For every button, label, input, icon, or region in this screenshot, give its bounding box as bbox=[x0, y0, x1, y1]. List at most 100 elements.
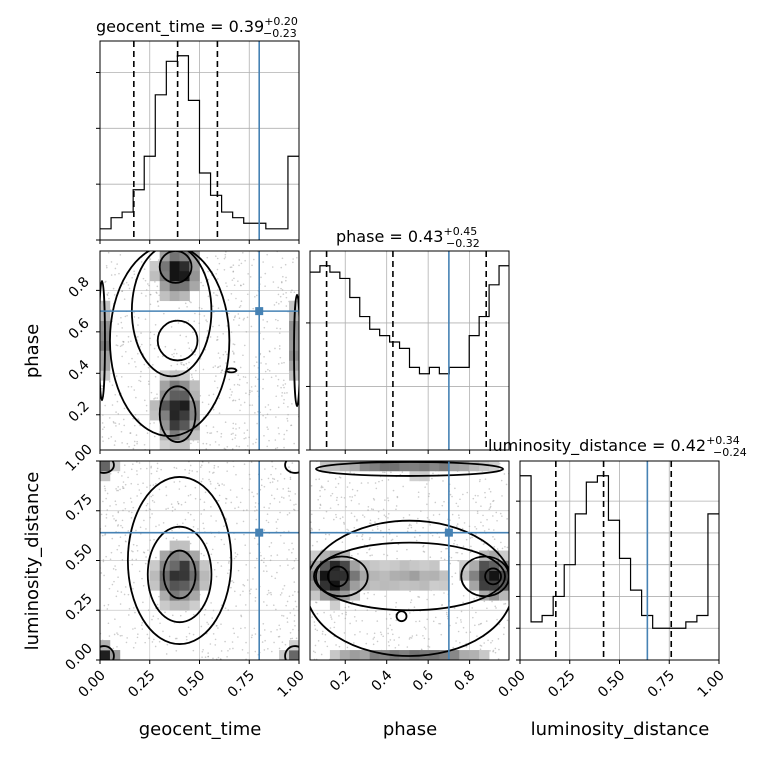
sample-point bbox=[267, 589, 270, 592]
sample-point bbox=[242, 520, 245, 523]
sample-point bbox=[272, 604, 275, 606]
sample-point bbox=[146, 467, 148, 470]
density-cell bbox=[409, 461, 420, 472]
sample-point bbox=[491, 639, 494, 642]
sample-point bbox=[374, 521, 376, 523]
sample-point bbox=[254, 650, 257, 653]
sample-point bbox=[203, 501, 206, 503]
truth-marker bbox=[444, 528, 453, 537]
density-cell bbox=[359, 560, 370, 571]
sample-point bbox=[252, 578, 254, 580]
sample-point bbox=[200, 307, 203, 310]
sample-point bbox=[350, 554, 353, 557]
sample-point bbox=[439, 622, 442, 625]
sample-point bbox=[284, 643, 287, 646]
sample-point bbox=[319, 495, 322, 498]
density-cell bbox=[169, 600, 180, 611]
density-cell bbox=[159, 590, 170, 601]
sample-point bbox=[248, 473, 251, 476]
sample-point bbox=[423, 626, 426, 629]
sample-point bbox=[207, 652, 209, 654]
sample-point bbox=[136, 470, 138, 472]
sample-point bbox=[233, 353, 235, 355]
sample-point bbox=[156, 397, 159, 399]
sample-point bbox=[275, 521, 278, 523]
sample-point bbox=[123, 501, 125, 504]
sample-point bbox=[270, 630, 272, 633]
sample-point bbox=[472, 616, 474, 619]
sample-point bbox=[136, 495, 138, 497]
sample-point bbox=[276, 327, 278, 330]
sample-point bbox=[265, 565, 267, 567]
sample-point bbox=[366, 551, 368, 554]
sample-point bbox=[145, 528, 147, 530]
sample-point bbox=[388, 644, 390, 647]
sample-point bbox=[133, 270, 135, 273]
sample-point bbox=[318, 528, 321, 531]
sample-point bbox=[312, 650, 315, 653]
sample-point bbox=[155, 556, 157, 559]
sample-point bbox=[237, 569, 240, 572]
sample-point bbox=[338, 476, 341, 478]
sample-point bbox=[207, 295, 210, 298]
sample-point bbox=[245, 392, 247, 395]
density-cell bbox=[389, 560, 400, 571]
sample-point bbox=[397, 644, 400, 646]
sample-point bbox=[270, 593, 273, 596]
density-cell bbox=[159, 270, 170, 282]
xtick-label-luminosity_distance: 0.50 bbox=[595, 668, 628, 701]
sample-point bbox=[488, 528, 490, 531]
sample-point bbox=[112, 287, 115, 290]
sample-point bbox=[226, 353, 228, 356]
sample-point bbox=[175, 352, 178, 355]
sample-point bbox=[147, 283, 149, 285]
sample-point bbox=[450, 556, 453, 559]
sample-point bbox=[277, 427, 280, 429]
sample-point bbox=[217, 466, 220, 468]
sample-point bbox=[434, 616, 437, 619]
sample-point bbox=[278, 624, 280, 627]
sample-point bbox=[282, 488, 285, 490]
sample-point bbox=[107, 604, 110, 606]
sample-point bbox=[410, 599, 413, 601]
sample-point bbox=[390, 471, 392, 474]
density-cell bbox=[349, 570, 361, 581]
sample-point bbox=[180, 355, 182, 357]
sample-point bbox=[203, 315, 206, 317]
sample-point bbox=[461, 527, 464, 530]
sample-point bbox=[128, 362, 130, 365]
sample-point bbox=[191, 470, 194, 472]
title-phase-plus: +0.45 bbox=[443, 225, 477, 238]
sample-point bbox=[253, 537, 256, 540]
sample-point bbox=[171, 510, 174, 512]
sample-point bbox=[111, 404, 114, 406]
density-cell bbox=[429, 570, 440, 581]
contour-1 bbox=[484, 567, 502, 586]
sample-point bbox=[218, 494, 221, 497]
sample-point bbox=[476, 510, 479, 513]
sample-point bbox=[117, 633, 119, 636]
sample-point bbox=[237, 313, 240, 315]
sample-point bbox=[256, 422, 258, 425]
sample-point bbox=[232, 343, 235, 345]
sample-point bbox=[322, 630, 324, 633]
density-cell bbox=[159, 550, 170, 561]
sample-point bbox=[409, 590, 411, 593]
sample-point bbox=[396, 495, 399, 498]
sample-point bbox=[140, 343, 143, 346]
sample-point bbox=[116, 344, 119, 347]
title-luminosity-distance: luminosity_distance = 0.42+0.34 bbox=[488, 434, 740, 456]
sample-point bbox=[104, 487, 106, 490]
sample-point bbox=[223, 370, 226, 373]
sample-point bbox=[216, 366, 219, 369]
sample-point bbox=[126, 637, 128, 639]
sample-point bbox=[217, 499, 220, 502]
sample-point bbox=[229, 556, 231, 559]
sample-point bbox=[227, 609, 230, 611]
sample-point bbox=[178, 307, 180, 309]
sample-point bbox=[283, 433, 286, 436]
sample-point bbox=[269, 559, 272, 562]
density-cell bbox=[459, 570, 470, 581]
sample-point bbox=[126, 442, 129, 445]
sample-point bbox=[290, 291, 292, 293]
